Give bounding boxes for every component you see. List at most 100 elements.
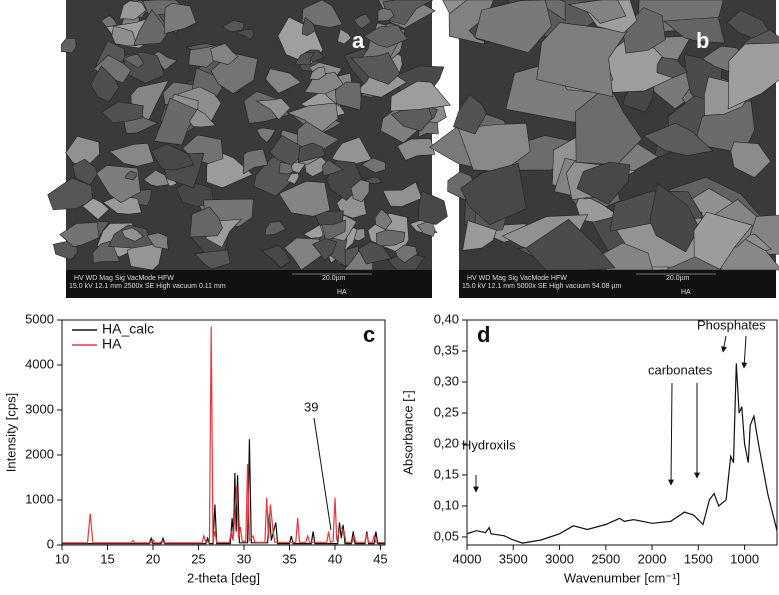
crystal <box>297 142 326 163</box>
y-tick-label: 0,10 <box>434 497 459 512</box>
crystal <box>418 190 448 225</box>
info-bar <box>459 270 776 298</box>
crystal <box>301 16 316 37</box>
crystal <box>382 181 423 207</box>
crystal <box>396 138 436 161</box>
crystal <box>726 9 770 39</box>
x-axis-label: Wavenumber [cm⁻¹] <box>564 570 680 585</box>
crystal <box>374 208 393 231</box>
crystal <box>567 0 627 24</box>
info-values: 15.0 kV 12.1 mm 2500x SE High vacuum 0.1… <box>69 283 226 290</box>
arrow <box>668 382 675 486</box>
crystal <box>47 177 94 211</box>
sample-label: HA <box>337 289 347 296</box>
x-tick-label: 1000 <box>730 551 759 566</box>
crystal <box>334 81 362 111</box>
crystal <box>146 232 169 250</box>
crystal <box>111 25 138 46</box>
crystal <box>474 0 552 54</box>
crystal <box>377 8 395 22</box>
scale-bar-label: 20.0µm <box>322 275 346 282</box>
y-tick-label: 5000 <box>25 311 54 326</box>
crystal <box>101 101 144 124</box>
crystal <box>395 244 418 263</box>
crystal <box>536 22 628 98</box>
x-tick-label: 2000 <box>638 551 667 566</box>
info-bar <box>66 270 432 298</box>
crystal <box>541 0 566 22</box>
crystal <box>242 148 269 175</box>
crystal <box>337 28 352 45</box>
crystal <box>363 24 409 48</box>
series-line <box>62 326 385 544</box>
x-axis-label: 2-theta [deg] <box>187 570 260 585</box>
y-tick-label: 2000 <box>25 446 54 461</box>
crystal <box>221 20 245 33</box>
x-tick-label: 10 <box>55 551 69 566</box>
crystal <box>59 222 100 248</box>
info-values: 15.0 kV 12.1 mm 5000x SE High vacuum 54.… <box>462 283 621 290</box>
crystal <box>265 68 302 94</box>
crystal <box>294 52 315 66</box>
crystal <box>143 169 170 187</box>
x-tick-label: 15 <box>100 551 114 566</box>
series-line <box>467 363 777 544</box>
crystal <box>390 80 451 112</box>
crystal <box>255 97 291 121</box>
x-tick-label: 35 <box>282 551 296 566</box>
crystal <box>261 245 291 269</box>
x-tick-label: 20 <box>146 551 160 566</box>
y-axis-label: Intensity [cps] <box>3 393 18 472</box>
crystal <box>376 229 406 247</box>
crystal <box>278 180 331 217</box>
crystal <box>133 9 168 46</box>
crystal <box>256 127 276 143</box>
crystal <box>361 157 386 173</box>
crystal <box>109 142 155 167</box>
y-axis-label: Absorbance [-] <box>400 390 415 475</box>
crystal <box>693 211 753 270</box>
x-tick-label: 30 <box>237 551 251 566</box>
crystal <box>382 0 433 26</box>
y-tick-label: 0,25 <box>434 404 459 419</box>
crystal <box>90 65 120 103</box>
x-tick-label: 45 <box>373 551 387 566</box>
annotation-line <box>313 417 332 531</box>
x-tick-label: 3500 <box>499 551 528 566</box>
legend-label: HA_calc <box>102 321 154 337</box>
annotation: carbonates <box>648 362 713 377</box>
y-tick-label: 0,40 <box>434 311 459 326</box>
y-tick-label: 3000 <box>25 401 54 416</box>
crystal <box>61 38 77 54</box>
crystal <box>643 122 714 156</box>
y-tick-label: 0,30 <box>434 373 459 388</box>
x-tick-label: 1500 <box>684 551 713 566</box>
y-tick-label: 1000 <box>25 491 54 506</box>
y-tick-label: 0,35 <box>434 342 459 357</box>
crystal <box>649 182 700 253</box>
annotation: 39 <box>304 399 318 414</box>
crystal <box>460 163 527 226</box>
panel-label: d <box>477 322 490 347</box>
crystal <box>322 159 344 177</box>
crystal <box>194 249 231 270</box>
crystal <box>210 43 239 66</box>
crystal <box>150 143 195 171</box>
crystal <box>163 2 197 35</box>
x-tick-label: 2500 <box>591 551 620 566</box>
crystal <box>124 170 137 181</box>
crystal <box>234 29 255 41</box>
sample-label: HA <box>681 289 691 296</box>
crystal <box>663 17 725 44</box>
scale-bar-label: 20.0µm <box>666 275 690 282</box>
info-header: HV WD Mag Sig VacMode HFW <box>74 275 174 282</box>
crystal <box>189 206 223 238</box>
arrow <box>721 335 727 353</box>
y-tick-label: 4000 <box>25 356 54 371</box>
crystal <box>301 0 343 28</box>
crystal <box>453 94 487 135</box>
y-tick-label: 0,20 <box>434 435 459 450</box>
crystal <box>189 108 217 128</box>
